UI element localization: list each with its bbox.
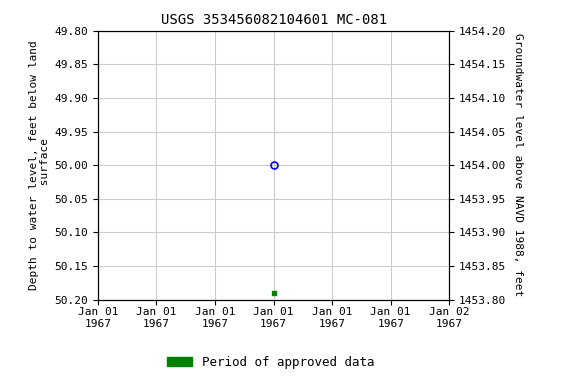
Y-axis label: Groundwater level above NAVD 1988, feet: Groundwater level above NAVD 1988, feet xyxy=(513,33,523,297)
Legend: Period of approved data: Period of approved data xyxy=(162,351,380,374)
Y-axis label: Depth to water level, feet below land
 surface: Depth to water level, feet below land su… xyxy=(29,40,50,290)
Title: USGS 353456082104601 MC-081: USGS 353456082104601 MC-081 xyxy=(161,13,386,27)
